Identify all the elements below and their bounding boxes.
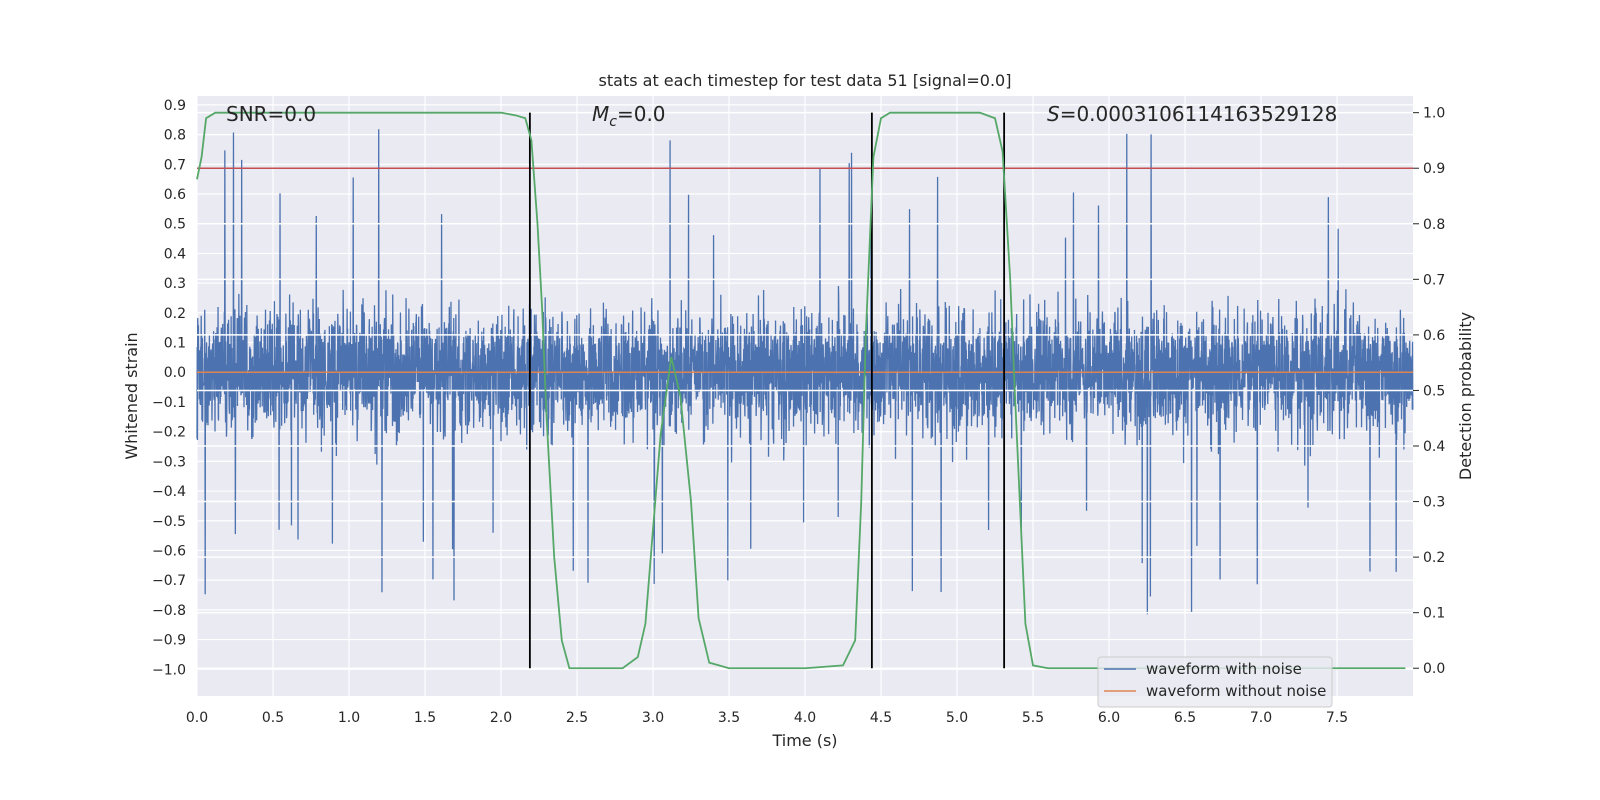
x-tick-label: 7.0 [1250,710,1272,726]
x-tick-labels: 0.0 0.5 1.0 1.5 2.0 2.5 3.0 3.5 4.0 4.5 5.0 5.5 6.0 6… [186,710,1348,726]
chirp-mass-subscript: c [609,114,617,130]
y2-tick-label: 0.6 [1423,328,1445,344]
y-tick-label: 0.2 [164,306,186,322]
y-tick-label: −0.9 [152,633,186,649]
statistic-annotation: S=0.0003106114163529128 [1047,102,1337,126]
y2-tick-labels: 1.0 0.9 0.8 0.7 0.6 0.5 0.4 0.3 0.2 0.1 0.0 [1413,106,1445,677]
y2-tick-label: 0.3 [1423,495,1445,511]
x-tick-label: 0.5 [262,710,284,726]
chirp-mass-symbol: M [592,102,609,126]
x-tick-label: 2.0 [490,710,512,726]
y-tick-label: 0.5 [164,217,186,233]
x-tick-label: 2.5 [566,710,588,726]
y-tick-label: 0.9 [164,98,186,114]
y-tick-label: 0.4 [164,246,186,262]
statistic-symbol: S [1047,102,1060,126]
snr-annotation: SNR=0.0 [226,102,316,126]
x-tick-label: 3.0 [642,710,664,726]
waveform-with-noise-series [196,129,1414,615]
y-tick-label: 0.0 [164,365,186,381]
y-tick-label: −1.0 [152,662,186,678]
y2-tick-label: 0.9 [1423,161,1445,177]
detection-probability-line [196,111,1406,670]
legend: waveform with noise waveform without noi… [1097,656,1333,708]
y-tick-label: 0.3 [164,276,186,292]
y-tick-label: −0.4 [152,484,186,500]
x-tick-label: 1.0 [338,710,360,726]
x-tick-label: 4.0 [794,710,816,726]
y2-tick-label: 0.1 [1423,606,1445,622]
y-tick-labels: 0.9 0.8 0.7 0.6 0.5 0.4 0.3 0.2 0.1 0.0 −0.1 −0.2 −0… [152,98,186,678]
x-tick-label: 0.0 [186,710,208,726]
x-axis-label: Time (s) [771,731,837,750]
x-tick-label: 3.5 [718,710,740,726]
y2-axis-label: Detection probability [1456,312,1475,480]
legend-label-no-noise: waveform without noise [1146,682,1326,700]
y-tick-label: 0.8 [164,128,186,144]
statistic-value: =0.0003106114163529128 [1060,102,1338,126]
y-tick-label: 0.7 [164,157,186,173]
x-tick-label: 5.0 [946,710,968,726]
y-tick-label: −0.5 [152,514,186,530]
line-series [196,111,1413,670]
x-tick-label: 1.5 [414,710,436,726]
y2-tick-label: 1.0 [1423,106,1445,122]
y2-tick-label: 0.5 [1423,383,1445,399]
x-tick-label: 5.5 [1022,710,1044,726]
y2-tick-label: 0.4 [1423,439,1445,455]
y2-tick-label: 0.0 [1423,661,1445,677]
y-tick-label: −0.1 [152,395,186,411]
y-tick-label: −0.6 [152,543,186,559]
chirp-mass-annotation: Mc=0.0 [592,102,666,130]
y-tick-label: −0.7 [152,573,186,589]
y2-tick-label: 0.8 [1423,217,1445,233]
x-tick-label: 6.5 [1174,710,1196,726]
y2-tick-label: 0.2 [1423,550,1445,566]
y-axis-label: Whitened strain [122,332,141,459]
legend-box [1097,656,1333,708]
waveform-with-noise-line [196,129,1414,615]
x-tick-label: 4.5 [870,710,892,726]
chirp-mass-value: =0.0 [617,102,666,126]
y-tick-label: 0.1 [164,336,186,352]
y-tick-label: −0.3 [152,454,186,470]
y-tick-label: −0.2 [152,425,186,441]
chart-title: stats at each timestep for test data 51 … [599,71,1012,90]
y2-tick-label: 0.7 [1423,272,1445,288]
x-tick-label: 6.0 [1098,710,1120,726]
x-tick-label: 7.5 [1326,710,1348,726]
legend-label-noise: waveform with noise [1146,660,1302,678]
y-tick-label: 0.6 [164,187,186,203]
y-tick-label: −0.8 [152,603,186,619]
